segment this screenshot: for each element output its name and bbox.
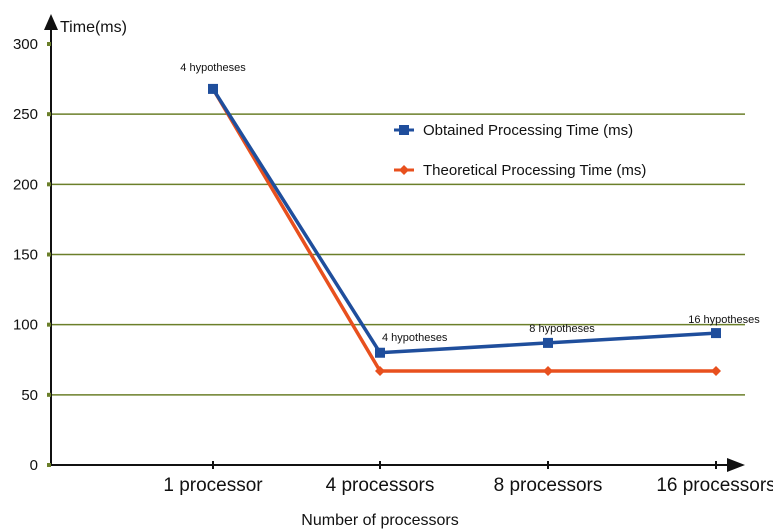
point-annotation: 8 hypotheses: [529, 323, 595, 335]
y-tick-label: 50: [21, 387, 38, 404]
y-tick-mark: [47, 112, 51, 117]
data-point: [711, 365, 721, 376]
point-annotation: 4 hypotheses: [382, 332, 448, 344]
y-tick-mark: [47, 392, 51, 397]
series-lines: [211, 87, 717, 373]
y-tick-mark: [47, 182, 51, 187]
y-axis-title: Time(ms): [60, 19, 127, 36]
point-annotation: 4 hypotheses: [180, 62, 246, 74]
y-tick-label: 100: [13, 317, 38, 334]
y-tick-label: 250: [13, 106, 38, 123]
legend-marker: [399, 125, 409, 135]
x-axis-title: Number of processors: [301, 512, 458, 529]
x-tick-label: 16 processors: [656, 475, 773, 496]
series-line: [211, 87, 717, 355]
y-tick-label: 300: [13, 36, 38, 53]
gridlines: [51, 113, 745, 396]
y-tick-mark: [47, 463, 51, 467]
x-tick-label: 1 processor: [163, 475, 263, 496]
point-annotations: 4 hypotheses 4 hypotheses 8 hypotheses 16 h…: [180, 62, 760, 344]
y-tick-labels: 0 50 100 150 200 250 300: [13, 36, 51, 474]
y-tick-label: 200: [13, 176, 38, 193]
y-tick-mark: [47, 42, 51, 46]
data-point: [711, 328, 721, 339]
series-line: [211, 88, 716, 373]
legend-marker: [399, 165, 409, 175]
data-point: [375, 365, 385, 376]
legend-entry: Theoretical Processing Time (ms): [423, 162, 646, 179]
series-markers: [208, 83, 721, 376]
data-point: [208, 83, 218, 94]
x-tick-label: 8 processors: [494, 475, 603, 496]
data-point: [543, 337, 553, 348]
x-tick-labels: 1 processor 4 processors 8 processors 16 pr…: [163, 461, 773, 496]
y-axis-arrow-icon: [44, 14, 58, 30]
data-point: [543, 365, 553, 376]
y-tick-label: 150: [13, 247, 38, 264]
x-axis-arrow-icon: [727, 458, 745, 472]
y-tick-label: 0: [30, 457, 38, 474]
y-tick-mark: [47, 252, 51, 257]
y-tick-mark: [47, 322, 51, 327]
point-annotation: 16 hypotheses: [688, 314, 760, 326]
x-tick-label: 4 processors: [326, 475, 435, 496]
legend-entry: Obtained Processing Time (ms): [423, 122, 633, 139]
legend: Obtained Processing Time (ms) Theoretical…: [394, 122, 646, 179]
data-point: [375, 347, 385, 358]
